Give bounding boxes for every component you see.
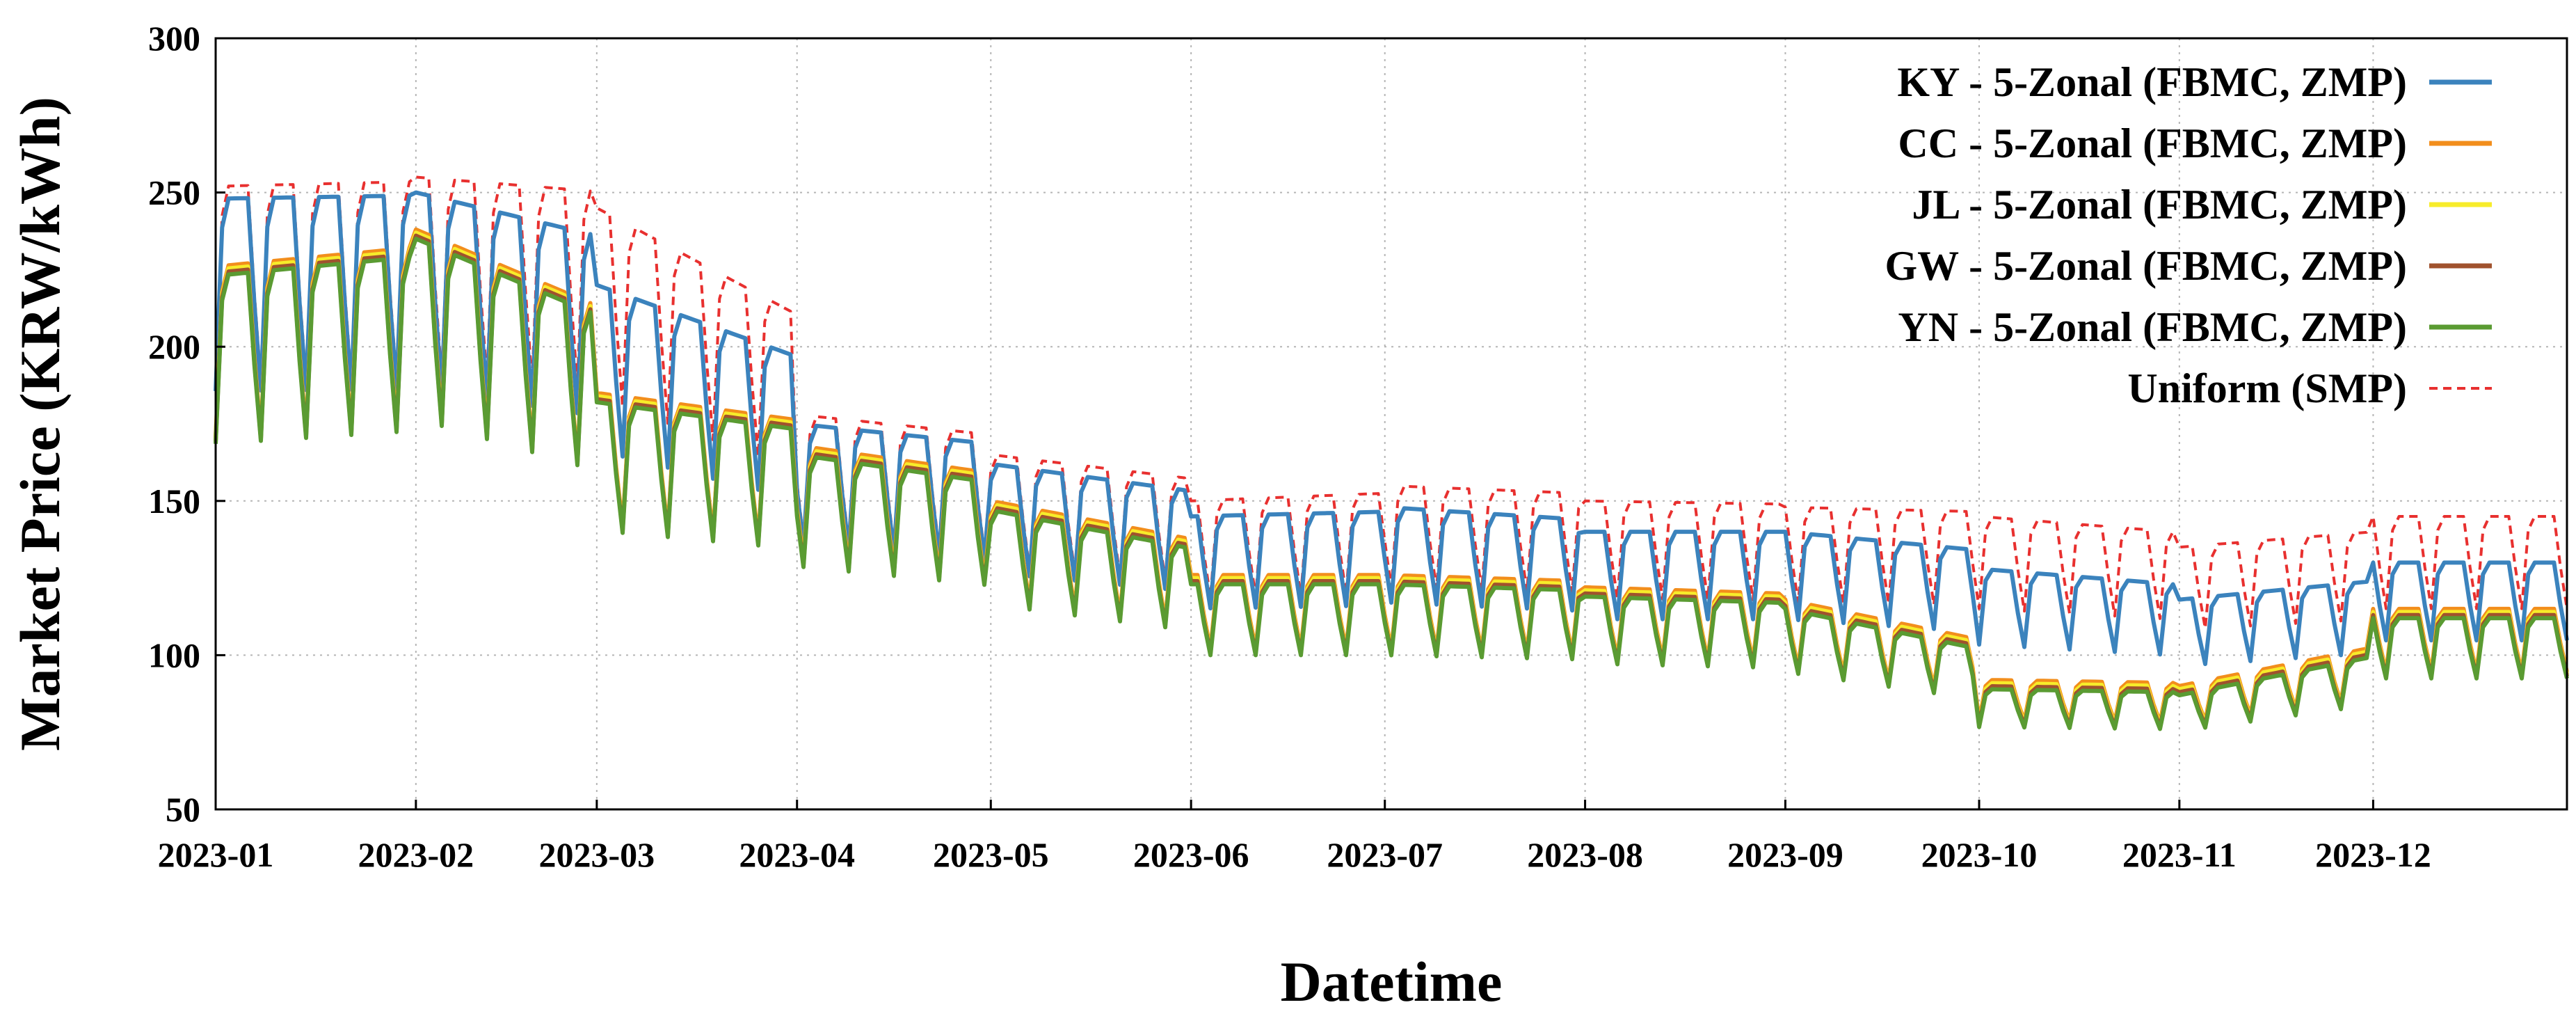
y-tick-label: 300	[148, 19, 200, 58]
y-axis-ticks: 50 100 150 200 250 300	[148, 19, 225, 829]
x-axis-ticks: 2023-01 2023-02 2023-03 2023-04 2023-05 2023-…	[158, 800, 2431, 874]
y-axis-title: Market Price (KRW/kWh)	[8, 97, 72, 751]
x-tick-label: 2023-09	[1727, 835, 1843, 874]
y-tick-label: 250	[148, 173, 200, 212]
x-tick-label: 2023-03	[539, 835, 655, 874]
legend: KY - 5-Zonal (FBMC, ZMP) CC - 5-Zonal (FB…	[1885, 59, 2492, 411]
y-tick-label: 150	[148, 482, 200, 521]
series-line-yn	[214, 237, 2569, 731]
x-tick-label: 2023-04	[739, 835, 855, 874]
x-tick-label: 2023-10	[1921, 835, 2038, 874]
series-line-ky	[214, 190, 2569, 667]
legend-label-jl: JL - 5-Zonal (FBMC, ZMP)	[1912, 182, 2407, 228]
legend-label-gw: GW - 5-Zonal (FBMC, ZMP)	[1885, 243, 2408, 289]
series-layer	[214, 175, 2569, 731]
x-tick-label: 2023-11	[2122, 835, 2237, 874]
x-tick-label: 2023-07	[1327, 835, 1443, 874]
x-axis-title: Datetime	[1281, 950, 1503, 1013]
x-tick-label: 2023-06	[1133, 835, 1249, 874]
x-tick-label: 2023-02	[358, 835, 474, 874]
x-tick-label: 2023-05	[933, 835, 1049, 874]
x-tick-label: 2023-08	[1527, 835, 1643, 874]
legend-label-uniform: Uniform (SMP)	[2127, 365, 2407, 411]
legend-label-ky: KY - 5-Zonal (FBMC, ZMP)	[1897, 59, 2407, 105]
y-tick-label: 200	[148, 327, 200, 366]
legend-label-cc: CC - 5-Zonal (FBMC, ZMP)	[1898, 120, 2407, 166]
x-tick-label: 2023-01	[158, 835, 274, 874]
x-tick-label: 2023-12	[2315, 835, 2431, 874]
y-tick-label: 100	[148, 635, 200, 674]
y-tick-label: 50	[166, 790, 200, 829]
plot-frame	[214, 37, 2568, 811]
legend-label-yn: YN - 5-Zonal (FBMC, ZMP)	[1898, 304, 2407, 350]
